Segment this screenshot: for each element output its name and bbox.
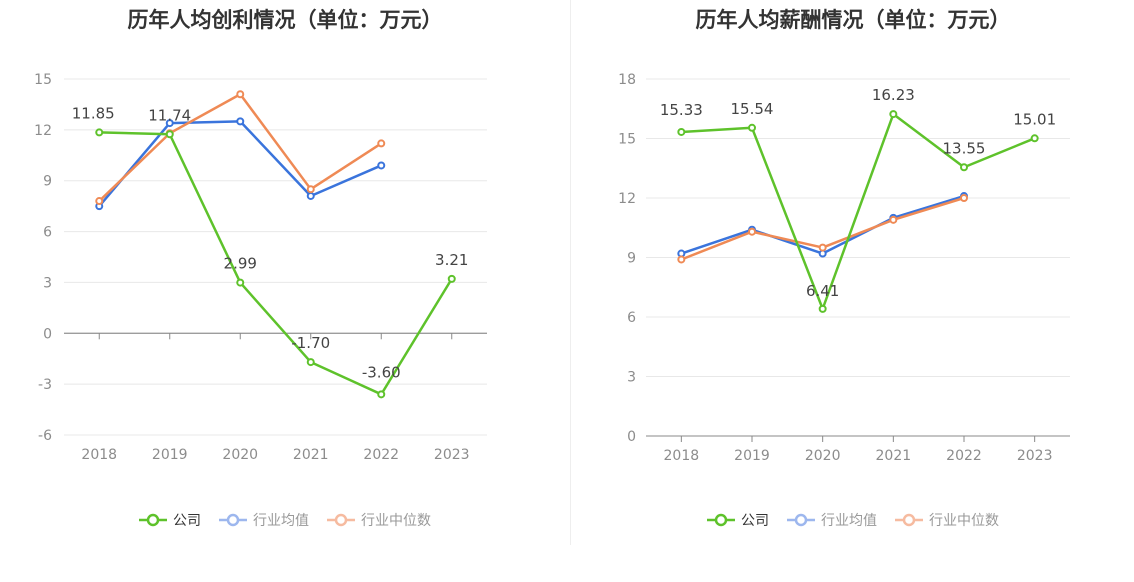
series-line-company [681, 112, 1036, 311]
data-label: 13.55 [943, 139, 986, 157]
data-point-industry_median [818, 243, 827, 252]
salary-per-capita-chart: 18 15 12 9 6 3 0 2018 2019 2020 2021 2022 2023 15.33 1… [618, 72, 1070, 464]
y-tick-label: 15 [34, 72, 52, 88]
x-tick-label: 2020 [805, 448, 841, 464]
legend-industry-avg-swatch-icon [219, 513, 247, 527]
y-tick-label: 3 [43, 275, 52, 291]
y-tick-label: 3 [627, 370, 636, 386]
y-tick-label: -3 [38, 377, 52, 393]
data-point-company [677, 127, 686, 136]
legend-company-swatch-icon [707, 513, 735, 527]
data-label: 15.01 [1013, 110, 1056, 128]
data-point-company [447, 274, 456, 283]
legend-item-industry-avg[interactable]: 行业均值 [219, 510, 309, 530]
profit-per-capita-panel: 历年人均创利情况（单位：万元） 15 12 9 6 3 0 -3 -6 2018 2019 2020… [0, 8, 570, 530]
y-tick-label: 6 [43, 225, 52, 241]
x-tick-label: 2020 [222, 447, 258, 463]
data-point-company [165, 130, 174, 139]
legend-industry-median-swatch-icon [327, 513, 355, 527]
x-tick-label: 2018 [81, 447, 117, 463]
y-tick-label: 18 [618, 72, 636, 88]
chart-title: 历年人均创利情况（单位：万元） [127, 8, 443, 32]
data-point-industry_avg [306, 191, 315, 200]
chart-legend: 公司 行业均值 行业中位数 [572, 510, 1134, 530]
data-point-company [95, 128, 104, 137]
panel-divider [570, 0, 571, 545]
legend-item-industry-avg[interactable]: 行业均值 [787, 510, 877, 530]
y-tick-label: 15 [618, 132, 636, 148]
x-tick-label: 2023 [434, 447, 470, 463]
legend-industry-avg-label: 行业均值 [253, 513, 309, 529]
y-tick-label: 12 [34, 123, 52, 139]
legend-item-industry-median[interactable]: 行业中位数 [327, 510, 431, 530]
data-label: -1.70 [291, 334, 330, 352]
legend-industry-avg-swatch-icon [787, 513, 815, 527]
chart-title: 历年人均薪酬情况（单位：万元） [695, 8, 1011, 32]
data-point-company [236, 278, 245, 287]
y-tick-label: 0 [43, 326, 52, 342]
data-label: 16.23 [872, 86, 915, 104]
data-point-industry_avg [165, 119, 174, 128]
data-point-company [748, 123, 756, 132]
legend-item-company[interactable]: 公司 [707, 510, 769, 530]
legend-company-swatch-icon [139, 513, 167, 527]
legend-industry-avg-label: 行业均值 [821, 513, 877, 529]
data-label: 15.33 [660, 101, 703, 119]
data-point-company [889, 110, 898, 119]
data-label: 11.74 [148, 106, 191, 124]
x-tick-label: 2022 [363, 447, 399, 463]
data-point-industry_avg [377, 161, 386, 170]
data-point-industry_median [95, 197, 104, 206]
salary-per-capita-panel: 历年人均薪酬情况（单位：万元） 18 15 12 9 6 3 0 2018 2019 2020 20… [572, 0, 1134, 582]
x-tick-label: 2019 [734, 448, 770, 464]
data-label: 3.21 [435, 251, 468, 269]
data-point-industry_median [377, 139, 386, 148]
x-tick-label: 2022 [946, 448, 982, 464]
legend-industry-median-swatch-icon [895, 513, 923, 527]
legend-company-label: 公司 [741, 513, 769, 529]
data-point-company [306, 358, 315, 367]
legend-item-company[interactable]: 公司 [139, 510, 201, 530]
data-point-company [818, 304, 827, 313]
legend-industry-median-label: 行业中位数 [361, 513, 431, 529]
legend-item-industry-median[interactable]: 行业中位数 [895, 510, 999, 530]
x-tick-label: 2021 [876, 448, 912, 464]
x-tick-label: 2018 [664, 448, 700, 464]
data-label: 15.54 [731, 100, 774, 118]
data-label: 11.85 [72, 104, 115, 122]
legend-industry-median-label: 行业中位数 [929, 513, 999, 529]
data-point-company [1030, 134, 1039, 143]
data-point-company [960, 163, 968, 172]
profit-per-capita-chart: 15 12 9 6 3 0 -3 -6 2018 2019 2020 2021 2022 2023 11.8… [34, 72, 487, 463]
data-point-company [377, 390, 386, 399]
data-point-industry_median [748, 227, 756, 236]
data-label: -3.60 [362, 363, 401, 381]
data-label: 6.41 [806, 282, 839, 300]
data-point-industry_median [677, 255, 686, 264]
y-tick-label: 0 [627, 429, 636, 445]
data-point-industry_avg [236, 117, 245, 126]
data-point-industry_median [236, 90, 245, 99]
series-line-company [99, 131, 453, 396]
y-tick-label: 9 [43, 174, 52, 190]
legend-company-label: 公司 [173, 513, 201, 529]
data-label: 2.99 [224, 255, 257, 273]
x-tick-label: 2023 [1017, 448, 1053, 464]
y-tick-label: 6 [627, 310, 636, 326]
data-point-industry_median [306, 185, 315, 194]
y-tick-label: -6 [38, 428, 52, 444]
x-tick-label: 2021 [293, 447, 329, 463]
data-point-industry_median [960, 194, 968, 202]
x-tick-label: 2019 [152, 447, 188, 463]
y-tick-label: 9 [627, 251, 636, 267]
y-tick-label: 12 [618, 191, 636, 207]
chart-legend: 公司 行业均值 行业中位数 [0, 510, 570, 530]
data-point-industry_median [889, 215, 898, 224]
